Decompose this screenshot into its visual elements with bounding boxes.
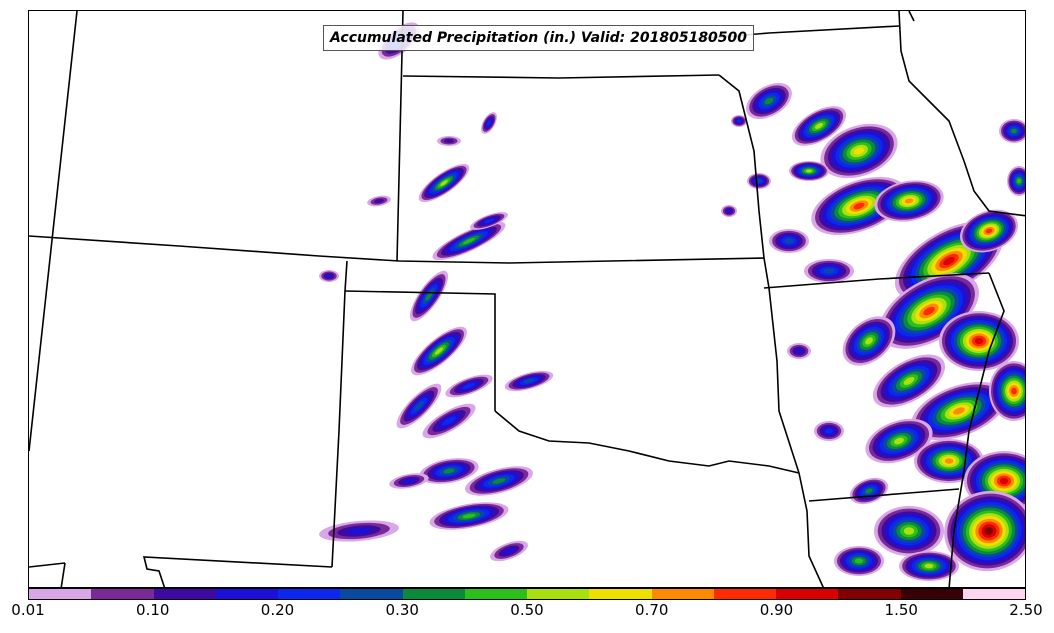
precip-cell	[769, 229, 809, 253]
colorbar-tick-label: 1.50	[884, 601, 918, 619]
precip-cell	[367, 195, 391, 207]
precip-cell	[419, 458, 479, 484]
precip-cell	[874, 180, 944, 222]
precip-cell	[804, 259, 854, 283]
precip-cell	[319, 520, 399, 542]
colorbar-swatch	[713, 589, 776, 599]
border-line	[808, 488, 960, 502]
precip-cell	[396, 383, 442, 429]
border-line	[331, 290, 346, 568]
colorbar-tick-label: 0.10	[136, 601, 170, 619]
colorbar-swatch	[215, 589, 278, 599]
border-line	[963, 160, 1025, 217]
precip-cell	[409, 270, 449, 322]
precip-cell	[820, 123, 898, 179]
precip-cell	[437, 136, 461, 146]
precip-cell	[504, 370, 554, 392]
precip-cell	[319, 270, 339, 282]
precip-cell	[989, 361, 1025, 421]
colorbar-labels: 0.01 0.10 0.20 0.30 0.50 0.70 0.90 1.50 2.50	[0, 601, 1054, 625]
colorbar-swatch	[527, 589, 590, 599]
precip-cell	[422, 403, 476, 439]
border-line	[29, 562, 66, 568]
precip-cell	[389, 473, 429, 489]
precip-cell	[746, 82, 792, 120]
precipitation-map	[29, 11, 1025, 587]
colorbar-tick-label: 0.01	[11, 601, 45, 619]
precip-cell	[731, 115, 747, 127]
border-line	[494, 410, 800, 474]
state-borders	[29, 11, 1025, 587]
precip-cell	[418, 163, 470, 203]
border-line	[898, 11, 965, 162]
border-line	[763, 257, 800, 474]
colorbar-tick-label: 0.30	[385, 601, 419, 619]
map-panel: Accumulated Precipitation (in.) Valid: 2…	[28, 10, 1026, 588]
precip-cell	[865, 418, 933, 464]
border-line	[29, 11, 78, 452]
precip-cell	[721, 205, 737, 217]
colorbar-tick-label: 0.20	[260, 601, 295, 619]
precip-cell	[787, 343, 811, 359]
precip-cell	[899, 551, 959, 581]
colorbar-tick-label: 0.70	[635, 601, 669, 619]
colorbar-swatch	[278, 589, 341, 599]
precip-cell	[811, 176, 907, 236]
border-line	[908, 11, 915, 22]
precip-cell	[939, 311, 1019, 371]
border-line	[396, 11, 404, 262]
border-line	[718, 74, 765, 259]
precip-cell	[411, 326, 467, 376]
colorbar-swatch	[153, 589, 216, 599]
colorbar-swatch	[776, 589, 839, 599]
precip-cell	[842, 316, 896, 366]
precip-cell	[490, 540, 528, 562]
precip-cell	[849, 477, 889, 505]
colorbar-swatch	[838, 589, 901, 599]
colorbar-tick-label: 2.50	[1009, 601, 1043, 619]
border-line	[29, 235, 765, 264]
border-line	[402, 74, 720, 79]
precip-cell	[814, 421, 844, 441]
map-title: Accumulated Precipitation (in.) Valid: 2…	[323, 25, 755, 51]
precip-cell	[747, 173, 771, 189]
border-line	[763, 272, 990, 289]
precip-cell	[872, 354, 946, 408]
colorbar-tick-label: 0.50	[510, 601, 544, 619]
precip-cell	[445, 374, 493, 398]
precip-cell	[789, 161, 829, 181]
border-line	[60, 562, 66, 587]
precip-cell	[465, 466, 533, 496]
border-line	[948, 272, 1005, 587]
border-line	[344, 260, 348, 292]
precip-cell	[834, 546, 884, 576]
colorbar-swatch	[464, 589, 527, 599]
colorbar	[28, 588, 1026, 600]
precip-cell	[470, 212, 508, 230]
colorbar-swatch	[29, 589, 92, 599]
border-line	[344, 290, 496, 411]
precip-cell	[791, 106, 847, 146]
colorbar-swatch	[91, 589, 154, 599]
colorbar-swatch	[402, 589, 465, 599]
border-line	[798, 472, 824, 587]
colorbar-swatch	[962, 589, 1025, 599]
border-line	[142, 556, 333, 587]
precip-cell	[429, 502, 509, 530]
colorbar-swatch	[589, 589, 652, 599]
precip-cell	[944, 490, 1025, 572]
colorbar-tick-label: 0.90	[759, 601, 794, 619]
colorbar-swatch	[340, 589, 403, 599]
precip-cell	[959, 209, 1019, 253]
precip-cell	[481, 112, 497, 134]
precip-cell	[874, 506, 944, 556]
colorbar-swatch	[900, 589, 963, 599]
precip-cell	[999, 119, 1025, 143]
precip-cell	[1007, 166, 1025, 196]
colorbar-swatch	[651, 589, 714, 599]
precip-cell	[432, 221, 506, 261]
precipitation-field	[319, 22, 1025, 581]
